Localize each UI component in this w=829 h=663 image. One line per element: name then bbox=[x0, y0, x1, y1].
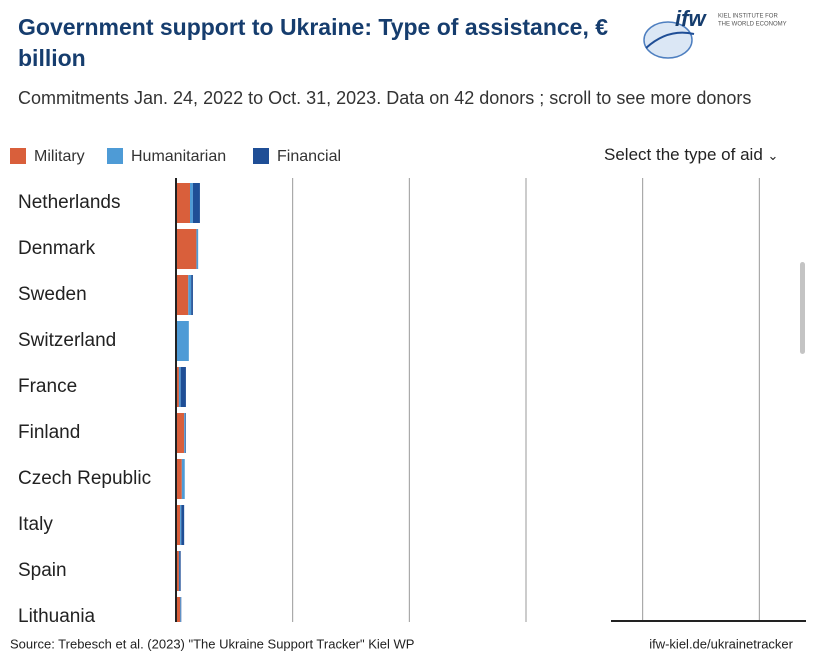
logo-text: KIEL INSTITUTE FOR bbox=[718, 14, 778, 20]
legend-swatch bbox=[107, 148, 123, 164]
logo-text: THE WORLD ECONOMY bbox=[718, 22, 787, 28]
bar-segment bbox=[176, 367, 179, 407]
bar-segment bbox=[178, 551, 180, 591]
plot-area: Netherlands Denmark Sweden Switzerland Franc… bbox=[18, 178, 760, 627]
bar-segment bbox=[176, 505, 181, 545]
bar-segment bbox=[196, 229, 199, 269]
y-tick-label: Lithuania bbox=[18, 606, 96, 627]
bar-segment bbox=[176, 551, 179, 591]
bar-segment bbox=[180, 367, 186, 407]
bar-segment bbox=[184, 413, 186, 453]
source: Source: Trebesch et al. (2023) "The Ukra… bbox=[10, 636, 414, 651]
bar-segment bbox=[176, 321, 189, 361]
logo-mark: ifw bbox=[675, 6, 707, 31]
bar-segment bbox=[180, 505, 182, 545]
y-tick-label: Sweden bbox=[18, 284, 87, 305]
bar-segment bbox=[191, 275, 193, 315]
chart-subtitle: Commitments Jan. 24, 2022 to Oct. 31, 20… bbox=[18, 88, 752, 108]
y-tick-label: Czech Republic bbox=[18, 468, 151, 489]
bar-segment bbox=[176, 183, 190, 223]
bar-segment bbox=[181, 459, 185, 499]
legend-swatch bbox=[253, 148, 269, 164]
legend-label: Military bbox=[34, 148, 85, 165]
bar-segment bbox=[178, 367, 181, 407]
bar-segment bbox=[179, 551, 181, 591]
y-tick-label: Denmark bbox=[18, 238, 96, 259]
bar-segment bbox=[181, 505, 185, 545]
bar-segment bbox=[176, 413, 185, 453]
logo: ifw KIEL INSTITUTE FOR THE WORLD ECONOMY bbox=[643, 6, 787, 59]
bar-segment bbox=[192, 183, 200, 223]
bar-segment bbox=[176, 229, 197, 269]
bar-segment bbox=[176, 459, 182, 499]
bar-segment bbox=[176, 275, 189, 315]
legend-label: Financial bbox=[277, 148, 341, 165]
link[interactable]: ifw-kiel.de/ukrainetracker bbox=[649, 636, 793, 651]
bar-segment bbox=[180, 597, 182, 622]
y-tick-label: France bbox=[18, 376, 77, 397]
legend-swatch bbox=[10, 148, 26, 164]
dropdown-label[interactable]: Select the type of aid bbox=[604, 145, 763, 164]
bar-segment bbox=[190, 183, 193, 223]
chart-title: Government support to Ukraine: Type of a… bbox=[18, 14, 609, 71]
scrollbar[interactable] bbox=[800, 262, 805, 354]
bar-segment bbox=[180, 597, 181, 622]
bar-segment bbox=[176, 597, 181, 622]
bar-segment bbox=[185, 413, 186, 453]
y-tick-label: Italy bbox=[18, 514, 53, 535]
bar-segment bbox=[188, 275, 192, 315]
y-tick-label: Spain bbox=[18, 560, 67, 581]
legend-label: Humanitarian bbox=[131, 148, 226, 165]
aid-type-dropdown[interactable]: Select the type of aid ⌄ bbox=[604, 145, 779, 164]
legend: Military Humanitarian Financial bbox=[10, 148, 341, 165]
y-tick-label: Finland bbox=[18, 422, 80, 443]
y-tick-label: Switzerland bbox=[18, 330, 116, 351]
y-tick-label: Netherlands bbox=[18, 192, 120, 213]
